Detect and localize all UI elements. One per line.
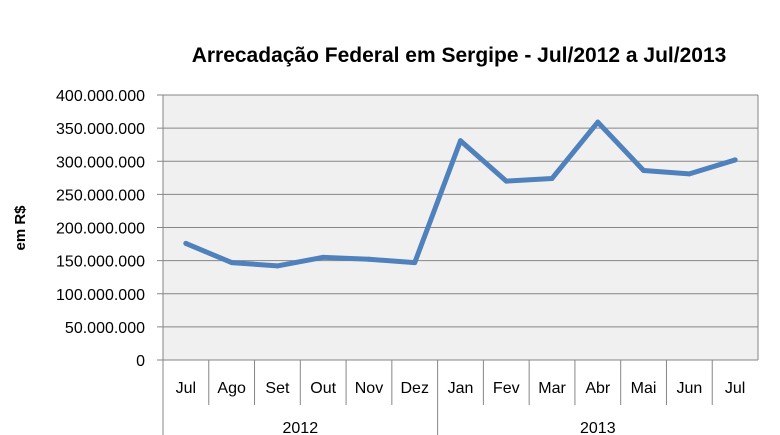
data-point <box>641 168 647 174</box>
chart-title: Arrecadação Federal em Sergipe - Jul/201… <box>192 44 727 67</box>
x-tick-label: Jan <box>448 380 474 397</box>
y-tick-label: 0 <box>136 353 145 370</box>
x-tick-label: Ago <box>217 380 246 397</box>
y-tick-label: 300.000.000 <box>56 154 145 171</box>
data-point <box>732 157 738 163</box>
data-point <box>412 260 418 266</box>
data-point <box>686 171 692 177</box>
x-tick-label: Set <box>265 380 290 397</box>
data-point <box>503 178 509 184</box>
data-point <box>595 119 601 125</box>
y-axis-label: em R$ <box>12 205 29 251</box>
x-group-label: 2013 <box>580 420 616 435</box>
y-tick-label: 200.000.000 <box>56 221 145 238</box>
x-tick-label: Mai <box>631 380 657 397</box>
series-layer <box>183 119 738 269</box>
x-tick-label: Jul <box>176 380 196 397</box>
x-tick-label: Abr <box>585 380 611 397</box>
data-point <box>274 263 280 269</box>
x-tick-label: Mar <box>538 380 566 397</box>
x-tick-label: Jun <box>676 380 702 397</box>
data-point <box>229 260 235 266</box>
y-tick-label: 150.000.000 <box>56 254 145 271</box>
data-point <box>549 175 555 181</box>
x-tick-label: Fev <box>493 380 520 397</box>
x-tick-label: Dez <box>401 380 429 397</box>
x-tick-label: Jul <box>725 380 745 397</box>
data-point <box>320 254 326 260</box>
x-axis: Jul Ago Set Out Nov Dez Jan Fev Mar Abr Mai Jun Jul 2… <box>162 95 759 435</box>
data-point <box>458 138 463 144</box>
y-tick-label: 100.000.000 <box>56 287 145 304</box>
x-group-label: 2012 <box>283 420 319 435</box>
data-point <box>183 240 189 246</box>
y-tick-label: 250.000.000 <box>56 187 145 204</box>
y-tick-label: 350.000.000 <box>56 121 145 138</box>
y-axis-ticks: 0 50.000.000 100.000.000 150.000.000 200.000… <box>56 88 163 370</box>
y-tick-label: 50.000.000 <box>65 320 145 337</box>
x-tick-label: Nov <box>355 380 383 397</box>
y-tick-label: 400.000.000 <box>56 88 145 105</box>
x-tick-label: Out <box>310 380 336 397</box>
data-point <box>366 256 372 262</box>
